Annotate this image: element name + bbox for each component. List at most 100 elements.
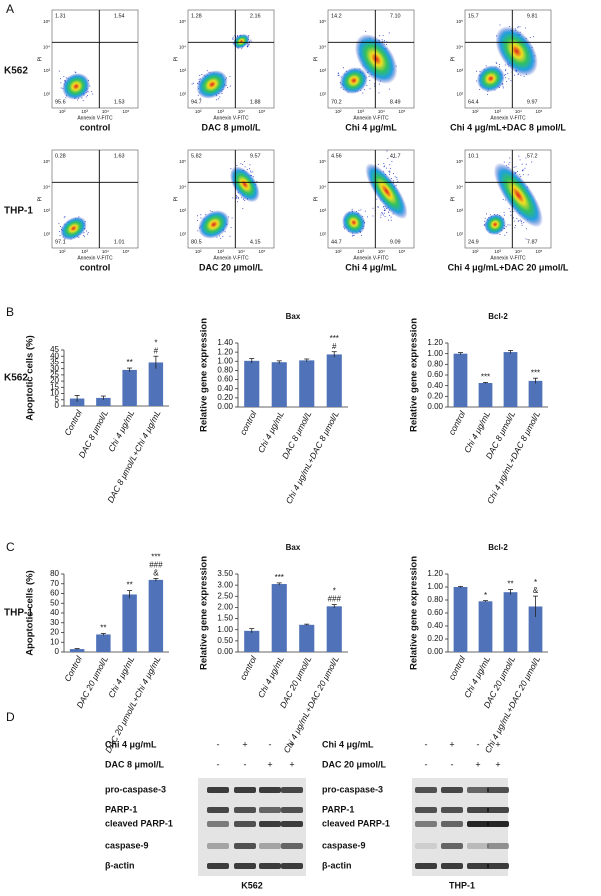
- x-tick-label: 10⁵: [536, 249, 543, 254]
- significance-mark: **: [507, 580, 513, 589]
- y-tick-label: 15: [50, 382, 59, 391]
- y-tick-label: 1.20: [217, 347, 233, 356]
- event-dot: [372, 207, 374, 209]
- event-dot: [381, 212, 383, 214]
- significance-mark: &: [533, 586, 539, 595]
- plot-caption: control: [80, 122, 111, 132]
- plot-caption: DAC 8 μmol/L: [201, 122, 261, 132]
- event-dot: [372, 215, 374, 217]
- condition-sign: -: [217, 739, 220, 749]
- event-dot: [58, 222, 60, 224]
- density-blob: [365, 163, 408, 220]
- y-tick-label: 25: [50, 370, 59, 379]
- event-dot: [230, 226, 232, 228]
- event-dot: [388, 32, 390, 34]
- event-dot: [388, 214, 390, 216]
- event-dot: [389, 170, 391, 172]
- event-dot: [243, 161, 245, 163]
- bar: [326, 606, 342, 652]
- y-tick-label: 5: [55, 395, 60, 404]
- density-blob: [495, 26, 538, 77]
- blot-band: [415, 843, 437, 849]
- bar: [326, 354, 342, 407]
- x-tick-label: 10²: [335, 249, 342, 254]
- significance-mark: **: [127, 358, 133, 367]
- bar: [122, 369, 137, 406]
- x-tick-label: control: [238, 653, 259, 681]
- event-dot: [487, 94, 489, 96]
- density-blob: [484, 213, 506, 236]
- event-dot: [366, 216, 368, 218]
- event-dot: [353, 234, 355, 236]
- band-label: pro-caspase-3: [105, 784, 166, 794]
- event-dot: [247, 44, 249, 46]
- event-dot: [382, 35, 384, 37]
- event-dot: [338, 74, 340, 76]
- y-tick-label: 0.60: [217, 375, 233, 384]
- blot-band: [467, 787, 489, 793]
- event-dot: [390, 219, 392, 221]
- density-blob: [62, 73, 91, 100]
- bar: [478, 383, 493, 407]
- y-tick-label: 1.40: [217, 338, 233, 347]
- y-axis-label: PI: [450, 197, 456, 202]
- x-tick-label: 10⁴: [378, 249, 385, 254]
- event-dot: [244, 166, 246, 168]
- y-tick-label: 10⁵: [179, 159, 186, 164]
- plot-caption: Chi 4 μg/mL: [345, 122, 397, 132]
- event-dot: [58, 70, 60, 72]
- y-tick-label: 10²: [179, 91, 186, 96]
- event-dot: [248, 168, 250, 170]
- x-axis-label: Annexin V-FITC: [490, 115, 526, 121]
- event-dot: [498, 66, 500, 68]
- event-dot: [235, 197, 237, 199]
- event-dot: [506, 80, 508, 82]
- x-tick-label: 10⁴: [238, 249, 245, 254]
- panel-letter: B: [6, 305, 14, 319]
- event-dot: [365, 30, 367, 32]
- event-dot: [386, 150, 388, 152]
- x-tick-label: 10⁵: [399, 249, 406, 254]
- x-tick-label: 10²: [195, 109, 202, 114]
- y-tick-label: 10⁵: [319, 159, 326, 164]
- blot-band: [207, 863, 229, 869]
- row-label: THP-1: [4, 608, 33, 619]
- event-dot: [509, 161, 511, 163]
- blot-band: [207, 807, 229, 813]
- event-dot: [342, 67, 344, 69]
- y-axis-label: PI: [37, 57, 43, 62]
- event-dot: [373, 83, 375, 85]
- x-tick-label: 10³: [494, 249, 501, 254]
- x-tick-label: 10⁵: [259, 249, 266, 254]
- event-dot: [513, 220, 515, 222]
- x-tick-label: 10²: [59, 109, 66, 114]
- event-dot: [518, 220, 520, 222]
- event-dot: [522, 174, 524, 176]
- significance-mark: #: [332, 342, 337, 351]
- quadrant-value: 15.7: [468, 13, 479, 19]
- y-tick-label: 50: [50, 598, 59, 607]
- event-dot: [517, 221, 519, 223]
- event-dot: [64, 216, 66, 218]
- condition-sign: +: [267, 759, 272, 769]
- event-dot: [360, 209, 362, 211]
- significance-mark: ###: [328, 595, 342, 604]
- event-dot: [229, 85, 231, 87]
- density-blob: [342, 210, 366, 235]
- event-dot: [378, 83, 380, 85]
- blot-band: [441, 863, 463, 869]
- condition-sign: +: [449, 739, 454, 749]
- y-tick-label: 40: [50, 351, 59, 360]
- event-dot: [193, 82, 195, 84]
- event-dot: [59, 235, 61, 237]
- y-tick-label: 0: [55, 647, 60, 656]
- x-axis-label: Annexin V-FITC: [77, 115, 113, 121]
- event-dot: [191, 83, 193, 85]
- event-dot: [521, 220, 523, 222]
- event-dot: [512, 217, 514, 219]
- event-dot: [83, 234, 85, 236]
- event-dot: [509, 157, 511, 159]
- event-dot: [199, 75, 201, 77]
- event-dot: [352, 234, 354, 236]
- condition-sign: -: [244, 759, 247, 769]
